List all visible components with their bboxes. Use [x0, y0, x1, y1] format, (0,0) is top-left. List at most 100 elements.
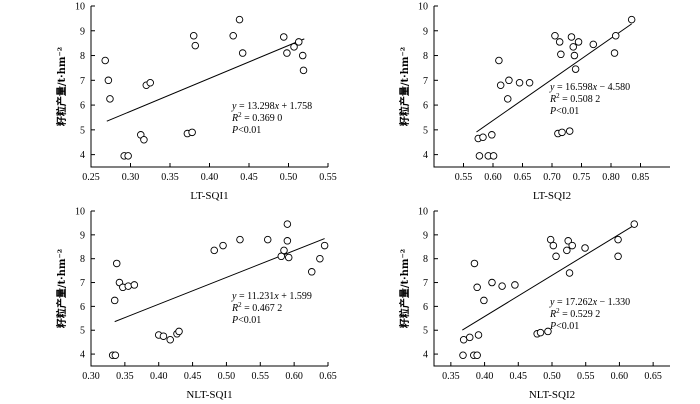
data-point [124, 282, 132, 290]
y-tick-label: 4 [423, 150, 428, 161]
data-point [235, 15, 244, 24]
x-tick-label: 0.75 [573, 172, 591, 183]
data-point [567, 33, 576, 41]
y-axis-label: 籽粒产量/t·hm⁻² [398, 47, 411, 126]
y-tick-label: 4 [80, 350, 85, 361]
y-tick-label: 10 [75, 207, 85, 218]
data-point [140, 136, 148, 144]
regression-equation: y = 17.262x − 1.330 [549, 297, 630, 308]
x-axis-label: NLT-SQI1 [186, 389, 232, 401]
p-value: P<0.01 [549, 106, 579, 117]
x-tick-label: 0.65 [514, 172, 532, 183]
data-point [191, 41, 200, 50]
x-tick-label: 0.35 [442, 371, 460, 382]
data-point [283, 237, 292, 245]
data-point [563, 246, 571, 255]
data-point [488, 131, 496, 139]
y-tick-label: 9 [423, 230, 428, 241]
axis-frame [90, 6, 328, 168]
data-point [277, 252, 286, 261]
data-point [470, 259, 479, 268]
x-tick-label: 0.80 [602, 172, 620, 183]
data-point [525, 79, 534, 87]
x-tick-label: 0.30 [122, 172, 140, 183]
y-tick-label: 8 [423, 254, 428, 265]
data-point [283, 220, 292, 228]
data-point [124, 152, 132, 160]
x-tick-label: 0.30 [82, 371, 100, 382]
data-point [565, 127, 574, 135]
data-point [511, 281, 519, 289]
data-point [627, 15, 636, 24]
x-tick-label: 0.40 [150, 371, 168, 382]
x-tick-label: 0.65 [644, 371, 662, 382]
regression-line [462, 224, 635, 331]
x-tick-label: 0.45 [184, 371, 202, 382]
y-tick-label: 5 [80, 326, 85, 337]
data-point [571, 65, 580, 73]
data-point [101, 56, 109, 65]
data-point [280, 33, 288, 41]
x-tick-label: 0.35 [116, 371, 134, 382]
data-point [630, 220, 639, 228]
data-point [495, 56, 503, 65]
data-point [210, 246, 218, 255]
x-tick-label: 0.35 [161, 172, 179, 183]
y-tick-label: 5 [80, 125, 85, 136]
y-tick-label: 4 [423, 350, 428, 361]
x-tick-label: 0.60 [285, 371, 303, 382]
y-axis-label: 籽粒产量/t·hm⁻² [55, 47, 68, 126]
y-tick-label: 6 [80, 302, 85, 313]
data-point [316, 254, 324, 263]
y-tick-label: 9 [423, 26, 428, 37]
data-point [565, 269, 574, 277]
data-point [474, 331, 483, 339]
regression-line [114, 238, 325, 323]
data-point [496, 81, 505, 90]
data-point [581, 244, 589, 252]
data-point [320, 241, 329, 250]
data-point [104, 76, 113, 85]
x-tick-label: 0.60 [611, 371, 629, 382]
data-point [146, 79, 154, 87]
y-tick-label: 8 [80, 51, 85, 62]
x-tick-label: 0.25 [82, 172, 100, 183]
data-point [479, 133, 487, 142]
x-tick-label: 0.55 [455, 172, 473, 183]
data-point [515, 79, 524, 87]
data-point [166, 336, 174, 344]
y-tick-label: 10 [418, 207, 428, 218]
regression-equation: y = 13.298x + 1.758 [231, 101, 312, 112]
x-tick-label: 0.40 [201, 172, 219, 183]
x-tick-label: 0.55 [252, 371, 270, 382]
x-tick-label: 0.45 [510, 371, 528, 382]
data-point [589, 40, 598, 49]
data-point [290, 43, 298, 51]
data-point [189, 31, 198, 40]
data-point [459, 351, 467, 360]
data-point [111, 351, 120, 360]
y-tick-label: 6 [423, 101, 428, 112]
x-axis-label: NLT-SQI2 [529, 389, 575, 401]
data-point [295, 38, 303, 46]
x-tick-label: 0.55 [577, 371, 595, 382]
y-tick-label: 9 [80, 26, 85, 37]
y-tick-label: 10 [75, 2, 85, 13]
x-axis-label: LT-SQI1 [190, 190, 228, 202]
data-point [488, 278, 496, 287]
data-point [130, 281, 139, 289]
y-tick-label: 9 [80, 230, 85, 241]
data-point [574, 38, 583, 46]
data-point [175, 327, 183, 336]
r-squared: R2 = 0.508 2 [549, 92, 600, 105]
p-value: P<0.01 [231, 125, 261, 136]
data-point [505, 76, 513, 85]
x-tick-label: 0.50 [218, 371, 236, 382]
y-tick-label: 7 [80, 76, 85, 87]
data-point [465, 333, 474, 342]
data-point [558, 128, 566, 137]
data-point [570, 51, 579, 60]
data-point [236, 235, 244, 244]
data-point [283, 49, 291, 57]
